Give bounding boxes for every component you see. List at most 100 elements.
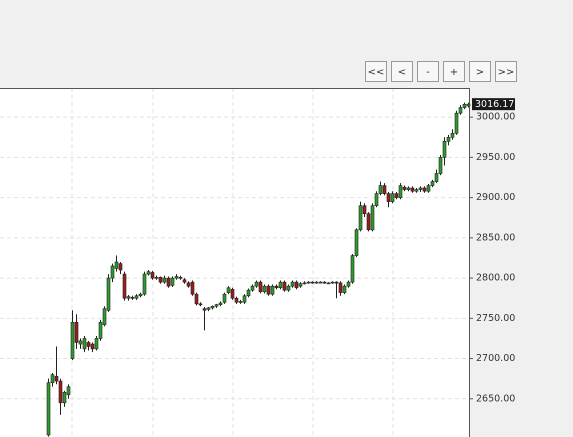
candle-body xyxy=(114,261,119,269)
button-label[interactable]: >> xyxy=(498,67,515,78)
candle-body xyxy=(198,303,203,306)
candle-body xyxy=(178,276,183,279)
candle-body xyxy=(54,375,59,382)
candle-body xyxy=(270,285,275,295)
candle-body xyxy=(74,322,79,343)
candle-body xyxy=(158,276,163,283)
candle-body xyxy=(94,338,99,350)
candle-body xyxy=(302,282,307,285)
candle-body xyxy=(258,281,263,293)
candle-body xyxy=(274,285,279,289)
candle-body xyxy=(86,342,91,347)
controls: << < - + > >> xyxy=(365,61,517,82)
candle-body xyxy=(62,392,67,404)
candle-body xyxy=(222,293,227,303)
button-frame[interactable] xyxy=(365,61,387,82)
candle-body xyxy=(446,136,451,142)
candle-body xyxy=(310,281,315,284)
control-button[interactable]: << xyxy=(365,61,387,82)
candle-body xyxy=(214,304,219,307)
candle-body xyxy=(450,132,455,138)
candle-body xyxy=(306,281,311,284)
candle-body xyxy=(206,307,211,310)
candle-body xyxy=(286,285,291,291)
y-tick-label: 2800.00 xyxy=(476,273,515,284)
last-price-box xyxy=(472,98,515,111)
candle-body xyxy=(350,255,355,283)
candle-body xyxy=(438,157,443,174)
candle-body xyxy=(442,141,447,158)
candle-body xyxy=(122,273,127,299)
candle-body xyxy=(150,272,155,279)
candle-body xyxy=(46,382,51,436)
candle-body xyxy=(294,281,299,289)
candle-body xyxy=(234,297,239,303)
candle-body xyxy=(430,181,435,186)
candle-body xyxy=(266,285,271,295)
y-tick-label: 2700.00 xyxy=(476,353,515,364)
button-label[interactable]: < xyxy=(398,67,406,78)
button-label[interactable]: + xyxy=(450,67,458,78)
control-button[interactable]: < xyxy=(391,61,413,82)
candle-body xyxy=(414,189,419,192)
candle-body xyxy=(314,281,319,284)
button-frame[interactable] xyxy=(417,61,439,82)
candle-body xyxy=(106,277,111,311)
candle-body xyxy=(142,273,147,295)
candle-body xyxy=(262,285,267,293)
plot-area xyxy=(0,88,470,437)
candle-body xyxy=(250,285,255,291)
candle-body xyxy=(130,297,135,299)
candle-body xyxy=(394,193,399,198)
candle-body xyxy=(354,229,359,256)
control-button[interactable]: + xyxy=(443,61,465,82)
control-button[interactable]: >> xyxy=(495,61,517,82)
candle-body xyxy=(398,185,403,198)
button-label[interactable]: << xyxy=(368,67,385,78)
y-tick-label: 2650.00 xyxy=(476,393,515,404)
candle-body xyxy=(410,187,415,192)
control-button[interactable]: > xyxy=(469,61,491,82)
candle-body xyxy=(334,281,339,284)
candle-body xyxy=(402,186,407,190)
button-label[interactable]: > xyxy=(476,67,484,78)
candle-body xyxy=(406,187,411,190)
candle-body xyxy=(422,187,427,192)
candle-body xyxy=(166,277,171,287)
candle-body xyxy=(98,322,103,339)
y-tick-label: 2950.00 xyxy=(476,152,515,163)
candle-body xyxy=(326,282,331,285)
candle-body xyxy=(126,296,131,299)
candle-body xyxy=(230,289,235,299)
button-frame[interactable] xyxy=(391,61,413,82)
button-frame[interactable] xyxy=(469,61,491,82)
candle-body xyxy=(290,281,295,287)
candle-body xyxy=(282,281,287,291)
candle-body xyxy=(370,205,375,231)
candle-body xyxy=(218,302,223,305)
candle-body xyxy=(90,343,95,350)
candle-body xyxy=(246,289,251,297)
button-frame[interactable] xyxy=(495,61,517,82)
candle-body xyxy=(134,295,139,299)
candle-body xyxy=(338,282,343,293)
control-button[interactable]: - xyxy=(417,61,439,82)
candle-body xyxy=(458,107,463,114)
candle-body xyxy=(66,386,71,396)
y-axis: 2650.00 2700.00 2750.00 2800.00 2850.00 2900.… xyxy=(469,98,515,404)
candle-body xyxy=(226,287,231,293)
candle-body xyxy=(186,282,191,287)
button-label[interactable]: - xyxy=(426,67,430,78)
candle-body xyxy=(50,374,55,383)
y-tick-label: 3000.00 xyxy=(476,112,515,123)
candle-body xyxy=(82,338,87,350)
candle-body xyxy=(358,205,363,231)
candle-body xyxy=(454,112,459,134)
button-frame[interactable] xyxy=(443,61,465,82)
candle-body xyxy=(362,205,367,215)
candle-body xyxy=(318,281,323,284)
candle-body xyxy=(346,281,351,287)
candle-body xyxy=(254,281,259,287)
